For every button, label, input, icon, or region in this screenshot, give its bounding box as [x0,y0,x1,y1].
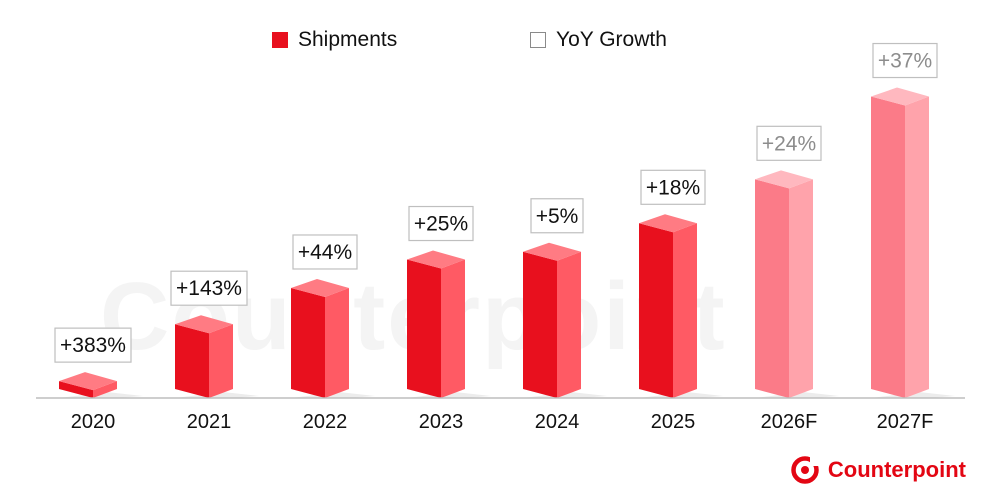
brand-logo: Counterpoint [790,455,966,485]
yoy-label-box [408,205,474,242]
yoy-labels-group: +383% +143% +44% +25% +5% +18% +24% +37% [54,42,938,363]
bar-2025 [639,214,723,398]
legend-shipments: Shipments [272,28,397,52]
yoy-label-text: +25% [414,213,468,236]
bar-front-face [407,259,441,398]
bar-front-face [639,223,673,398]
bar-side-face [325,287,349,398]
legend-yoy-growth: YoY Growth [530,28,667,52]
x-tick-2026F: 2026F [761,411,818,433]
bar-top-face [871,87,929,106]
bar-2023 [407,250,491,398]
x-tick-2020: 2020 [71,411,116,433]
yoy-label-text: +18% [646,176,700,199]
yoy-label-2022: +44% [292,234,358,270]
yoy-label-text: +143% [176,277,242,300]
bar-front-face [523,251,557,398]
bar-top-face [755,170,813,189]
bar-side-face [557,251,581,398]
x-tick-2023: 2023 [419,411,464,433]
bar-top-face [407,250,465,269]
x-tick-2027F: 2027F [877,411,934,433]
x-tick-2021: 2021 [187,411,232,433]
yoy-label-text: +383% [60,334,126,357]
bar-top-face [523,242,581,261]
bar-side-face [441,259,465,398]
bar-top-face [175,315,233,334]
yoy-label-2027F: +37% [872,42,938,79]
x-tick-2024: 2024 [535,411,580,433]
yoy-label-box [530,198,584,234]
x-tick-2025: 2025 [651,411,696,433]
yoy-label-2026F: +24% [756,125,822,161]
bars-group [59,87,955,399]
bar-2021 [175,315,259,398]
legend-shipments-label: Shipments [298,28,398,51]
bar-front-face [871,96,905,399]
yoy-label-2021: +143% [170,270,248,306]
bar-side-face [209,324,233,398]
legend-yoy-label: YoY Growth [556,28,667,51]
bar-side-face [93,381,117,398]
yoy-label-text: +37% [878,50,932,73]
yoy-label-box [872,42,938,79]
bar-front-face [59,381,93,398]
yoy-label-text: +44% [298,241,352,264]
yoy-label-box [54,327,132,363]
counterpoint-logo-icon [791,456,819,484]
bar-2022 [291,278,375,398]
bar-2026F [755,170,839,398]
yoy-label-2025: +18% [640,169,706,205]
yoy-label-box [292,234,358,270]
bar-top-face [639,214,697,233]
bar-front-face [755,179,789,398]
x-tick-2022: 2022 [303,411,348,433]
bar-side-face [905,96,929,399]
legend-shipments-swatch [272,32,288,48]
yoy-label-box [756,125,822,161]
bar-front-face [175,324,209,398]
brand-name: Counterpoint [827,457,966,482]
yoy-label-box [170,270,248,306]
bar-2024 [523,242,607,398]
bar-front-face [291,287,325,398]
bar-top-face [59,372,117,391]
bar-side-face [673,223,697,398]
legend-yoy-swatch [530,32,546,48]
yoy-label-text: +5% [536,205,579,228]
bar-side-face [789,179,813,398]
bar-2020 [59,372,143,398]
yoy-label-2023: +25% [408,205,474,242]
yoy-label-2024: +5% [530,198,584,234]
yoy-label-text: +24% [762,132,816,155]
yoy-label-box [640,169,706,205]
bar-2027F [871,87,955,399]
bar-top-face [291,278,349,297]
x-tick-labels-group: 2020 2021 2022 2023 2024 2025 2026F 2027F [71,411,934,433]
yoy-label-2020: +383% [54,327,132,363]
